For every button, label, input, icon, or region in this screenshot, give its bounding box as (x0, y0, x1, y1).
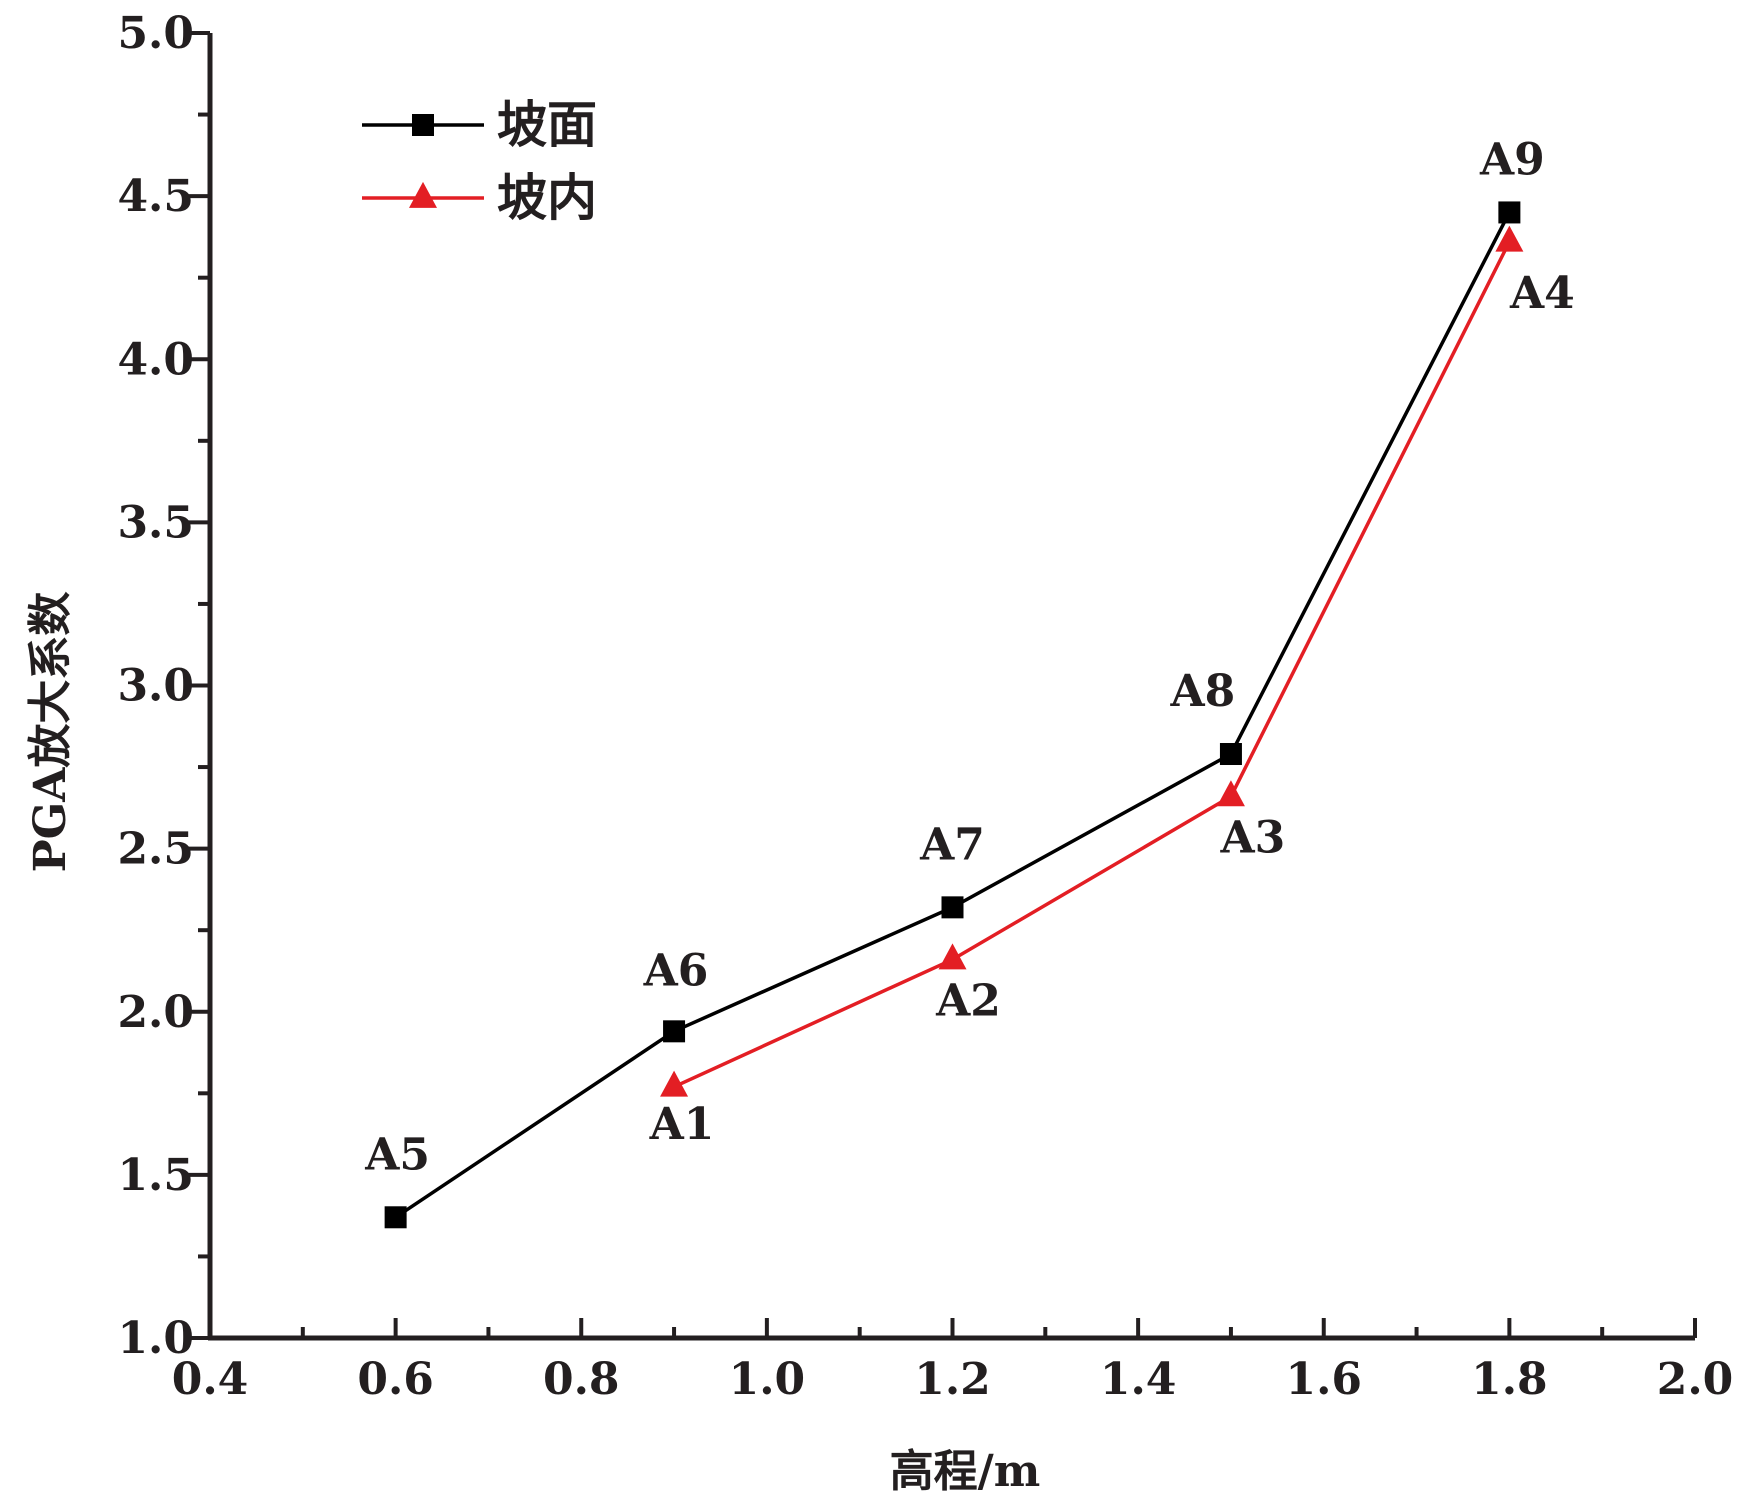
x-tick-label: 1.4 (1100, 1354, 1177, 1405)
triangle-marker (938, 943, 967, 970)
x-tick-label: 1.6 (1285, 1354, 1362, 1405)
square-marker (1219, 743, 1242, 766)
series-layer (384, 201, 1524, 1229)
series-line-2 (673, 241, 1511, 1089)
y-tick-label: 3.0 (117, 661, 194, 712)
point-label: A1 (649, 1099, 715, 1150)
legend-entry: 坡面 (497, 95, 597, 154)
point-label: A2 (935, 976, 1001, 1027)
x-tick-label: 0.6 (357, 1354, 434, 1405)
point-labels: A5 A6 A7 A8 A9 A1 A2 A3 A4 (364, 134, 1575, 1180)
square-marker (384, 1206, 407, 1229)
y-tick-label: 4.5 (117, 171, 194, 222)
x-tick-label: 1.2 (914, 1354, 991, 1405)
x-tick-label: 0.4 (172, 1354, 249, 1405)
point-label: A8 (1170, 666, 1236, 717)
y-tick-label: 5.0 (117, 8, 194, 59)
axes: 1.0 1.5 2.0 2.5 3.0 3.5 4.0 4.5 5.0 0.4 0.6 0.8 1.0 1… (117, 8, 1733, 1405)
x-tick-label: 2.0 (1657, 1354, 1734, 1405)
y-tick-label: 2.0 (117, 987, 194, 1038)
point-label: A6 (643, 945, 709, 996)
x-tick-label: 1.8 (1471, 1354, 1548, 1405)
square-marker (663, 1020, 686, 1043)
y-tick-label: 2.5 (117, 824, 194, 875)
point-label: A3 (1220, 812, 1286, 863)
point-label: A4 (1509, 268, 1575, 319)
square-marker (1498, 201, 1521, 224)
y-tick-label: 1.0 (117, 1313, 194, 1364)
triangle-marker (1216, 780, 1245, 807)
x-tick-label: 0.8 (543, 1354, 620, 1405)
triangle-marker (409, 181, 437, 208)
x-axis-title: 高程/m (890, 1446, 1041, 1497)
series-line-1 (394, 211, 1511, 1219)
y-axis-title: PGA放大系数 (25, 592, 76, 873)
x-tick-label: 1.0 (729, 1354, 806, 1405)
triangle-marker (1495, 225, 1524, 252)
square-marker (412, 114, 434, 136)
y-tick-label: 4.0 (117, 334, 194, 385)
square-marker (941, 896, 964, 919)
triangle-marker (660, 1070, 689, 1097)
legend-entry: 坡内 (497, 168, 597, 227)
point-label: A5 (364, 1129, 430, 1180)
point-label: A9 (1479, 134, 1545, 185)
point-label: A7 (919, 819, 985, 870)
y-tick-label: 1.5 (117, 1150, 194, 1201)
y-tick-label: 3.5 (117, 497, 194, 548)
